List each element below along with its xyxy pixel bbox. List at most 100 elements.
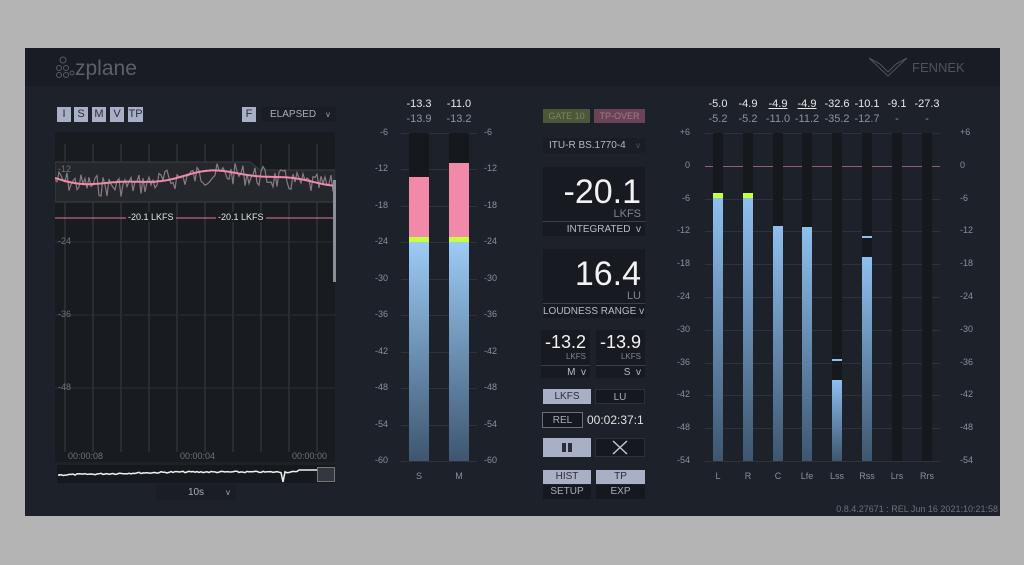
meter-value[interactable]: -32.6: [824, 98, 850, 110]
meter-max[interactable]: -: [895, 113, 899, 125]
lra-unit: LU: [626, 290, 641, 302]
integrated-mode-dropdown[interactable]: INTEGRATED v: [543, 221, 645, 236]
lra-mode-dropdown[interactable]: LOUDNESS RANGE v: [543, 303, 645, 318]
chevron-down-icon: v: [326, 110, 330, 119]
history-scrollbar[interactable]: [333, 180, 336, 282]
meter-max[interactable]: -35.2: [824, 113, 850, 125]
meter-max[interactable]: -11.0: [765, 113, 791, 125]
export-button[interactable]: EXP: [596, 485, 645, 499]
scale-tick-left: 0: [684, 159, 690, 170]
brand-logo: zplane: [75, 57, 137, 80]
scale-gridline: [705, 461, 940, 462]
lra-label: LOUDNESS RANGE: [543, 306, 637, 317]
scale-gridline: [705, 231, 940, 233]
scale-tick-left: -12: [374, 163, 388, 174]
lra-display: 16.4 LU LOUDNESS RANGE v: [543, 249, 645, 318]
meter-bar-over: [743, 192, 753, 198]
scale-gridline: [401, 278, 477, 280]
scale-tick-right: -6: [484, 127, 493, 137]
mode-button-i[interactable]: I: [57, 107, 71, 122]
meter-max[interactable]: -13.9: [406, 113, 432, 125]
meter-bar: [802, 227, 812, 461]
scale-tick-left: -42: [676, 389, 690, 400]
meter-value[interactable]: -9.1: [887, 98, 907, 110]
standard-dropdown[interactable]: ITU-R BS.1770-4 v: [543, 138, 645, 153]
zoom-value: 10s: [187, 487, 205, 498]
momentary-value: -13.2: [544, 332, 586, 352]
meter-label: Rrs: [920, 471, 934, 481]
setup-button[interactable]: SETUP: [543, 485, 591, 499]
pause-icon: [562, 443, 572, 452]
gate-indicator[interactable]: GATE 10: [543, 109, 590, 123]
shortterm-value: -13.9: [599, 332, 641, 352]
momentary-line: [54, 163, 336, 197]
meter-bar-target: [449, 237, 469, 243]
shortterm-dropdown[interactable]: S v: [596, 365, 645, 378]
overview-line: [58, 469, 317, 483]
history-time-tick: 00:00:08: [68, 451, 104, 461]
meter-max[interactable]: -5.2: [738, 113, 758, 125]
tp-button[interactable]: TP: [596, 470, 645, 484]
scale-tick-left: -48: [374, 382, 388, 393]
scale-tick-right: -42: [484, 345, 498, 356]
scale-tick-right: -48: [484, 382, 498, 393]
scale-gridline: [705, 165, 940, 167]
meter-bar: [409, 242, 429, 461]
meter-max[interactable]: -: [925, 113, 929, 125]
momentary-unit: LKFS: [565, 352, 586, 361]
momentary-dropdown[interactable]: M v: [541, 365, 590, 378]
meter-max[interactable]: -11.2: [794, 113, 820, 125]
scale-tick-right: -42: [960, 389, 974, 400]
meter-value[interactable]: -11.0: [446, 98, 472, 110]
scale-tick-right: -24: [484, 236, 498, 247]
meter-max[interactable]: -12.7: [854, 113, 880, 125]
meter-label: M: [455, 471, 463, 481]
meter-value[interactable]: -13.3: [406, 98, 432, 110]
history-overview[interactable]: [57, 465, 335, 483]
reset-button[interactable]: [595, 438, 645, 457]
scale-gridline: [705, 362, 940, 364]
meter-max[interactable]: -13.2: [446, 113, 472, 125]
integrated-value: -20.1: [563, 173, 642, 211]
pause-button[interactable]: [543, 438, 591, 457]
scale-gridline: [401, 424, 477, 426]
overview-viewport-handle[interactable]: [317, 467, 335, 482]
chevron-down-icon: v: [226, 488, 230, 497]
scale-tick-left: -6: [379, 127, 388, 137]
scale-tick-right: -18: [484, 199, 498, 210]
scale-tick-right: -30: [484, 272, 498, 283]
mode-button-s[interactable]: S: [74, 107, 88, 122]
lra-value: 16.4: [574, 255, 641, 293]
meter-value[interactable]: -4.9: [768, 98, 788, 110]
history-time-tick: 00:00:04: [180, 451, 216, 461]
meter-value[interactable]: -4.9: [738, 98, 758, 110]
mode-button-tp[interactable]: TP: [128, 107, 143, 122]
meter-label: C: [774, 471, 782, 481]
scale-tick-right: -12: [960, 225, 974, 236]
mode-button-m[interactable]: M: [92, 107, 106, 122]
history-y-tick: -24: [58, 236, 72, 246]
meter-value[interactable]: -4.9: [797, 98, 817, 110]
version-info: 0.8.4.27671 : REL Jun 16 2021:10:21:58: [836, 504, 998, 514]
meter-bar: [832, 379, 842, 461]
meter-value[interactable]: -10.1: [854, 98, 880, 110]
range-band: [54, 161, 336, 203]
tp-over-indicator[interactable]: TP-OVER: [594, 109, 645, 123]
hist-button[interactable]: HIST: [543, 470, 591, 484]
unit-lkfs-button[interactable]: LKFS: [543, 389, 591, 404]
meter-value[interactable]: -5.0: [708, 98, 728, 110]
shortterm-display: -13.9 LKFS S v: [596, 330, 645, 378]
meter-value[interactable]: -27.3: [914, 98, 940, 110]
freeze-button[interactable]: F: [242, 107, 256, 122]
rel-button[interactable]: REL: [542, 412, 583, 428]
history-zoom-dropdown[interactable]: 10s v: [156, 485, 236, 500]
meter-bar-above-target: [409, 177, 429, 238]
scale-tick-right: -18: [960, 258, 974, 269]
mode-button-v[interactable]: V: [110, 107, 124, 122]
elapsed-time: 00:02:37:1: [587, 413, 644, 427]
unit-lu-button[interactable]: LU: [595, 389, 645, 404]
time-mode-dropdown[interactable]: ELAPSED v: [262, 107, 336, 122]
scale-tick-right: +6: [960, 127, 971, 137]
meter-max[interactable]: -5.2: [708, 113, 728, 125]
meter-bar: [449, 242, 469, 461]
